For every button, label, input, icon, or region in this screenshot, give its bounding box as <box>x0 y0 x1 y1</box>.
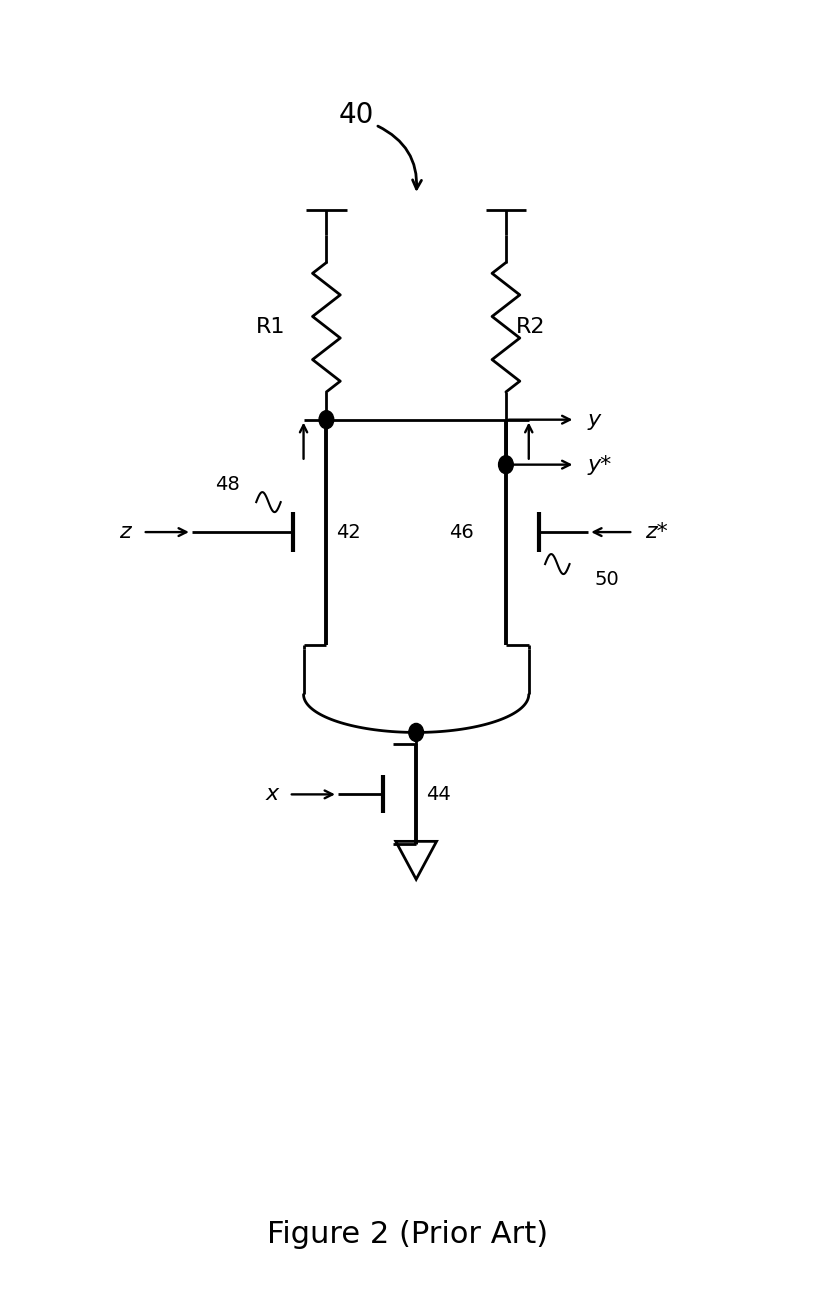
Text: 50: 50 <box>594 569 619 588</box>
Text: x: x <box>266 785 279 804</box>
Text: Figure 2 (Prior Art): Figure 2 (Prior Art) <box>268 1220 548 1248</box>
Text: y: y <box>588 409 601 430</box>
Text: y*: y* <box>588 455 612 474</box>
Circle shape <box>409 724 424 742</box>
Text: 48: 48 <box>215 474 240 494</box>
Text: 46: 46 <box>449 522 473 542</box>
Circle shape <box>319 410 334 429</box>
Text: 40: 40 <box>339 101 374 129</box>
Circle shape <box>499 456 513 474</box>
Text: R1: R1 <box>256 317 286 338</box>
Text: 42: 42 <box>336 522 361 542</box>
Text: z: z <box>119 522 131 542</box>
Text: z*: z* <box>645 522 668 542</box>
Text: 44: 44 <box>426 785 450 804</box>
Text: R2: R2 <box>516 317 545 338</box>
